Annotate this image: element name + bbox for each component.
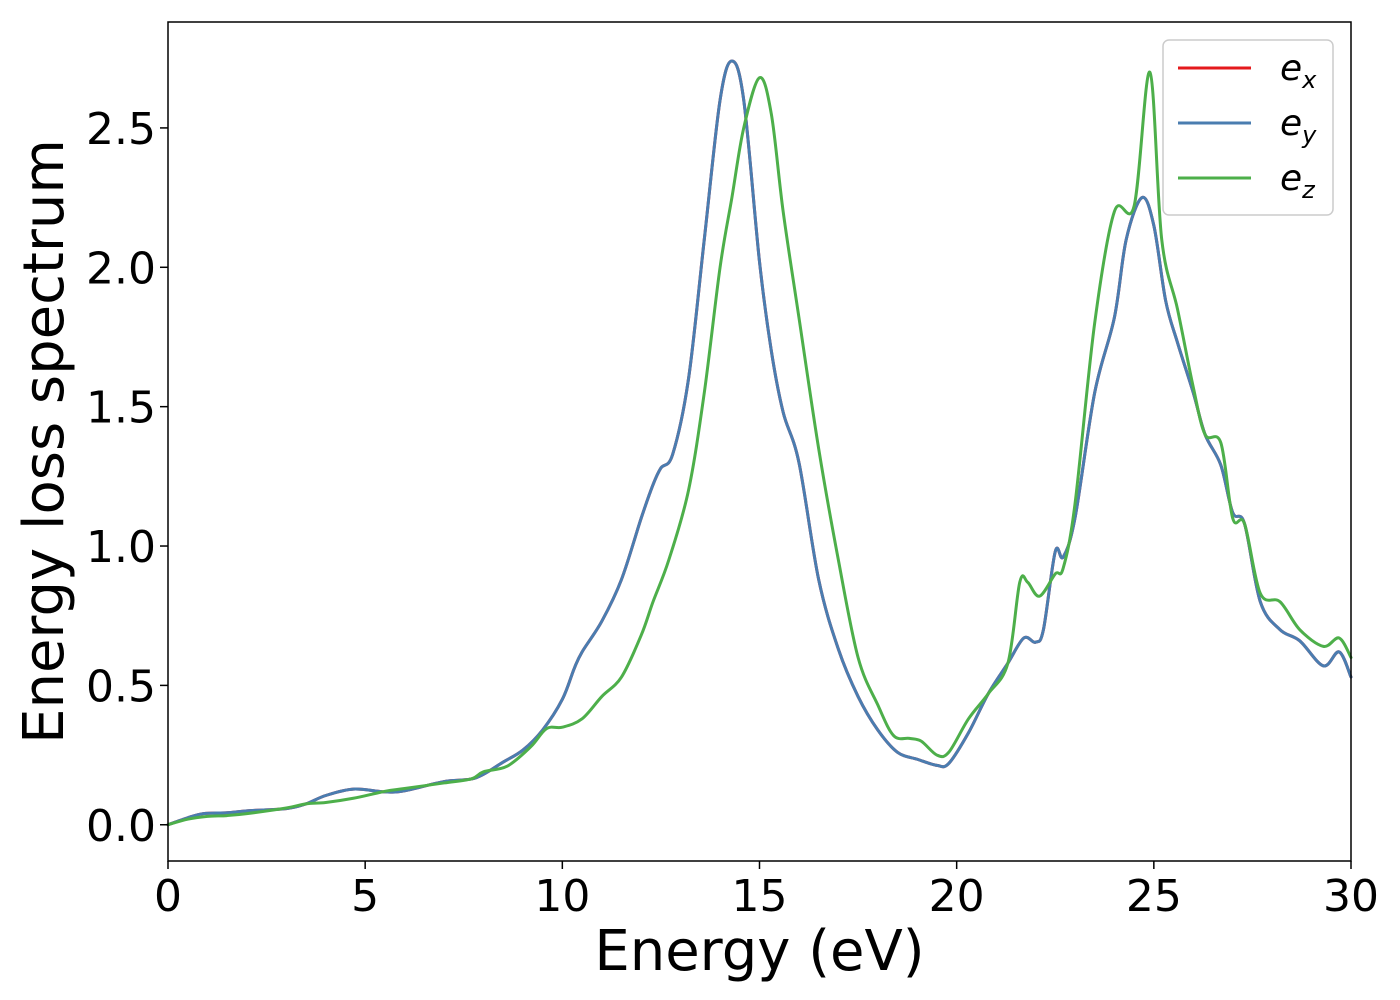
x-tick-label: 0 <box>154 871 182 922</box>
y-tick-label: 2.5 <box>86 104 156 155</box>
x-tick-label: 30 <box>1323 871 1379 922</box>
series-layer <box>166 59 1353 827</box>
y-tick-label: 1.5 <box>86 383 156 434</box>
x-tick-label: 5 <box>351 871 379 922</box>
x-tick-label: 25 <box>1126 871 1182 922</box>
y-tick-label: 1.0 <box>86 522 156 573</box>
y-tick-label: 0.0 <box>86 801 156 852</box>
x-axis-title: Energy (eV) <box>594 919 924 984</box>
x-tick-label: 10 <box>534 871 590 922</box>
x-axis: 0 5 10 15 20 25 30 <box>154 861 1379 922</box>
legend-box <box>1162 39 1334 216</box>
x-tick-label: 20 <box>929 871 985 922</box>
plot-area <box>168 22 1351 861</box>
series-line-z <box>166 70 1353 827</box>
x-tick-label: 15 <box>732 871 788 922</box>
y-axis: 0.0 0.5 1.0 1.5 2.0 2.5 <box>86 104 168 852</box>
y-tick-label: 2.0 <box>86 243 156 294</box>
y-axis-title: Energy loss spectrum <box>12 139 77 744</box>
y-tick-label: 0.5 <box>86 661 156 712</box>
